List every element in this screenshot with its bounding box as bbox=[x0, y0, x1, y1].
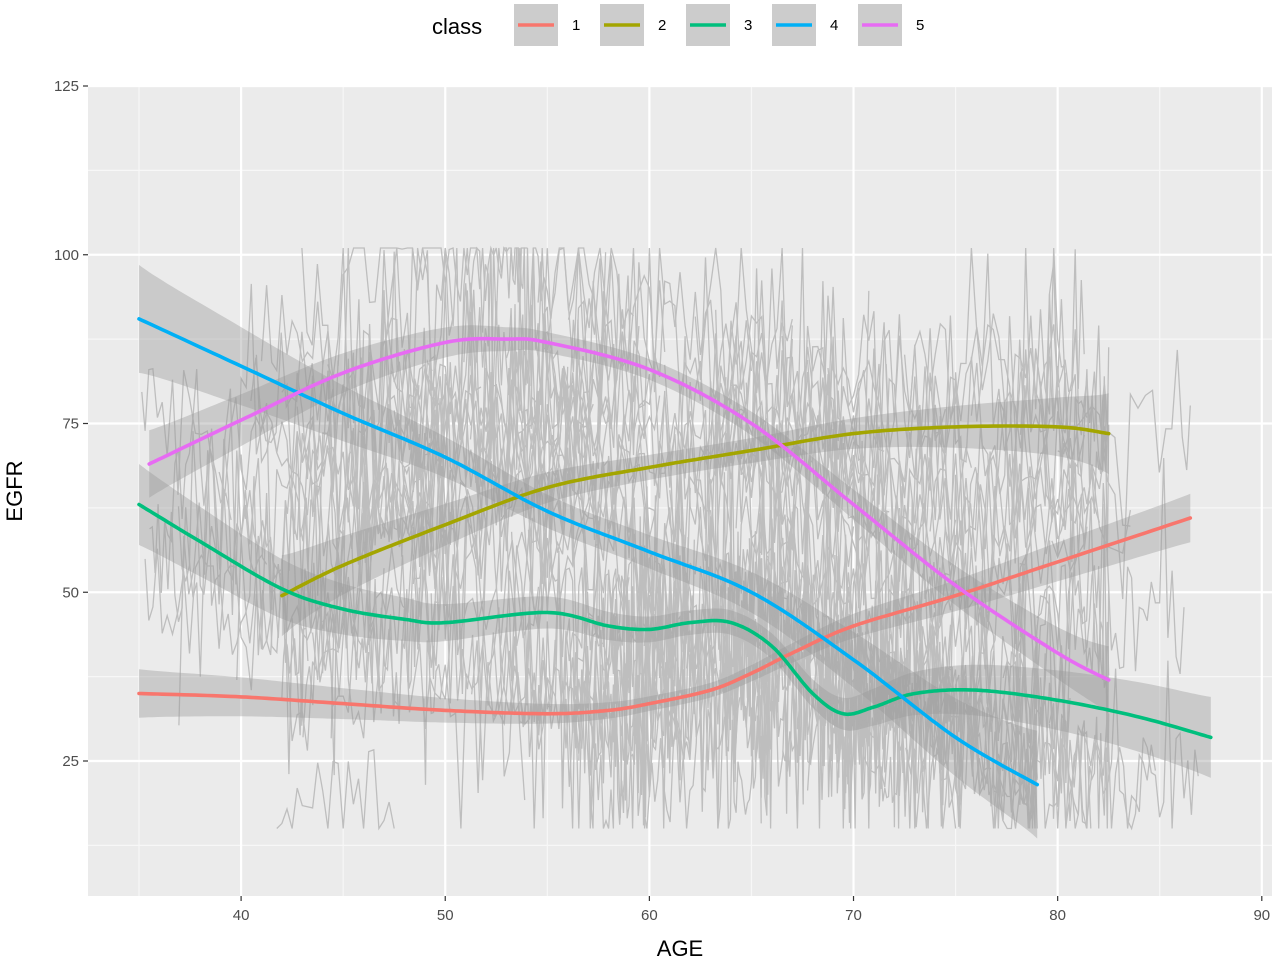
trajectory-line bbox=[510, 487, 651, 647]
legend-item-4: 4 bbox=[772, 4, 838, 46]
trajectory-line bbox=[1019, 249, 1110, 474]
trajectory-line bbox=[163, 369, 268, 616]
y-tick-label: 100 bbox=[54, 247, 79, 264]
legend-item-2: 2 bbox=[600, 4, 666, 46]
x-axis-title: AGE bbox=[657, 936, 703, 961]
trajectory-line bbox=[1057, 349, 1191, 600]
series-line-3 bbox=[137, 502, 1213, 740]
trajectory-line bbox=[337, 245, 528, 366]
trajectory-line bbox=[832, 526, 1071, 829]
confidence-band-1 bbox=[139, 493, 1191, 724]
trajectory-line bbox=[260, 247, 482, 562]
trajectory-line bbox=[643, 450, 717, 691]
legend-label: 4 bbox=[830, 17, 838, 34]
y-tick-label: 125 bbox=[54, 78, 79, 95]
y-axis-title: EGFR bbox=[2, 460, 27, 521]
legend-item-1: 1 bbox=[514, 4, 580, 46]
trajectory-line bbox=[537, 247, 753, 456]
trajectory-line bbox=[311, 566, 385, 723]
trajectory-line bbox=[540, 247, 656, 459]
trajectory-line bbox=[393, 349, 569, 531]
series-line-5 bbox=[147, 336, 1111, 682]
trajectory-line bbox=[847, 468, 978, 743]
trajectory-line bbox=[653, 272, 727, 466]
individual-trajectories bbox=[141, 245, 1199, 831]
x-tick-label: 80 bbox=[1049, 907, 1066, 924]
x-tick-label: 50 bbox=[437, 907, 454, 924]
legend-item-3: 3 bbox=[686, 4, 752, 46]
x-tick-label: 70 bbox=[845, 907, 862, 924]
trajectory-line bbox=[250, 247, 454, 540]
trajectory-line bbox=[786, 286, 885, 495]
confidence-band-4 bbox=[139, 264, 1038, 839]
legend-items: 1 2 3 4 5 bbox=[514, 4, 924, 46]
trajectory-line bbox=[495, 336, 543, 592]
trajectory-line bbox=[898, 494, 989, 630]
trajectory-line bbox=[469, 301, 618, 545]
trajectory-line bbox=[577, 574, 630, 668]
trajectory-line bbox=[360, 311, 564, 555]
series-line-4 bbox=[137, 317, 1039, 787]
x-tick-label: 40 bbox=[233, 907, 250, 924]
trajectory-line bbox=[561, 542, 768, 829]
trajectory-line bbox=[933, 603, 1029, 829]
confidence-band-2 bbox=[281, 393, 1109, 637]
trajectory-line bbox=[236, 465, 459, 776]
trajectory-line bbox=[715, 309, 855, 567]
trajectory-line bbox=[178, 448, 232, 726]
trajectory-line bbox=[981, 449, 1110, 763]
legend: class 1 2 3 4 5 bbox=[432, 4, 924, 46]
trajectory-line bbox=[857, 339, 1078, 735]
trajectory-line bbox=[373, 251, 487, 580]
trajectory-line bbox=[255, 354, 477, 668]
trajectory-line bbox=[412, 398, 589, 585]
legend-label: 2 bbox=[658, 17, 666, 34]
trajectory-line bbox=[735, 350, 906, 555]
trajectory-line bbox=[876, 625, 1092, 829]
legend-item-5: 5 bbox=[858, 4, 924, 46]
trajectory-line bbox=[978, 617, 1038, 744]
y-tick-label: 50 bbox=[62, 584, 79, 601]
trajectory-line bbox=[219, 489, 283, 597]
x-axis: 40 50 60 70 80 90 bbox=[233, 896, 1270, 924]
x-tick-label: 60 bbox=[641, 907, 658, 924]
trajectory-line bbox=[526, 319, 594, 578]
trajectory-line bbox=[516, 424, 666, 649]
trajectory-line bbox=[921, 667, 992, 829]
series-line-1 bbox=[137, 516, 1193, 716]
trajectory-line bbox=[1051, 465, 1132, 573]
trajectory-line bbox=[748, 435, 801, 651]
series-line-2 bbox=[280, 424, 1111, 598]
legend-label: 3 bbox=[744, 17, 752, 34]
trajectory-line bbox=[827, 253, 1088, 563]
trajectory-line bbox=[301, 247, 339, 492]
y-axis: 25 50 75 100 125 bbox=[54, 78, 88, 770]
trajectory-line bbox=[218, 358, 451, 607]
trajectory-line bbox=[929, 450, 1088, 564]
smooth-lines bbox=[137, 317, 1213, 787]
y-tick-label: 25 bbox=[62, 753, 79, 770]
trajectory-line bbox=[633, 479, 870, 747]
trajectory-line bbox=[276, 748, 395, 831]
x-tick-label: 90 bbox=[1253, 907, 1270, 924]
trajectory-line bbox=[578, 513, 801, 829]
trajectory-line bbox=[1048, 660, 1199, 829]
confidence-bands bbox=[139, 264, 1211, 839]
trajectory-line bbox=[852, 580, 904, 829]
trajectory-line bbox=[745, 382, 952, 797]
legend-title: class bbox=[432, 14, 482, 39]
legend-label: 1 bbox=[572, 17, 580, 34]
legend-label: 5 bbox=[916, 17, 924, 34]
trajectory-line bbox=[730, 577, 804, 819]
confidence-band-3 bbox=[139, 464, 1211, 778]
y-tick-label: 75 bbox=[62, 416, 79, 433]
